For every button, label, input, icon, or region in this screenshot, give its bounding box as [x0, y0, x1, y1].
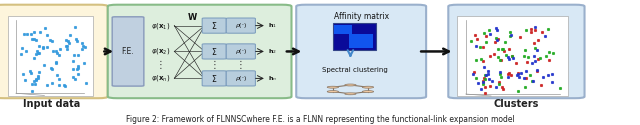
Text: Input data: Input data — [23, 99, 80, 109]
Text: ⋮: ⋮ — [209, 60, 219, 70]
Text: $\varphi(\mathbf{x}_2)$: $\varphi(\mathbf{x}_2)$ — [150, 46, 170, 56]
Circle shape — [327, 86, 339, 88]
FancyBboxPatch shape — [226, 18, 255, 33]
Text: $\rho(\cdot)$: $\rho(\cdot)$ — [235, 47, 247, 56]
FancyBboxPatch shape — [458, 16, 568, 96]
Circle shape — [345, 93, 356, 95]
FancyBboxPatch shape — [0, 5, 108, 98]
Circle shape — [345, 84, 356, 86]
Text: ⋮: ⋮ — [156, 60, 165, 70]
Text: $\mathbf{h}_n$: $\mathbf{h}_n$ — [268, 74, 277, 83]
Text: ⋮: ⋮ — [236, 60, 246, 70]
FancyBboxPatch shape — [349, 34, 373, 48]
Text: $\Sigma$: $\Sigma$ — [211, 46, 218, 57]
FancyBboxPatch shape — [202, 18, 226, 33]
Text: $\rho(\cdot)$: $\rho(\cdot)$ — [235, 74, 247, 83]
FancyBboxPatch shape — [8, 16, 93, 96]
FancyBboxPatch shape — [333, 23, 376, 50]
FancyBboxPatch shape — [334, 24, 352, 34]
Text: $\Sigma$: $\Sigma$ — [211, 73, 218, 84]
Text: $\varphi(\mathbf{x}_1)$: $\varphi(\mathbf{x}_1)$ — [150, 21, 170, 31]
Text: Affinity matrix: Affinity matrix — [333, 12, 388, 21]
Text: F.E.: F.E. — [122, 47, 134, 56]
Text: $\varphi(\mathbf{x}_n)$: $\varphi(\mathbf{x}_n)$ — [150, 73, 170, 83]
Circle shape — [362, 86, 374, 88]
Circle shape — [327, 91, 339, 93]
Text: $\rho(\cdot)$: $\rho(\cdot)$ — [235, 21, 247, 30]
FancyBboxPatch shape — [226, 44, 255, 59]
Circle shape — [362, 91, 374, 93]
Text: $\mathbf{h}_1$: $\mathbf{h}_1$ — [268, 21, 277, 30]
Text: Spectral clustering: Spectral clustering — [322, 67, 388, 73]
Text: $\Sigma$: $\Sigma$ — [211, 20, 218, 31]
Text: $\mathbf{h}_2$: $\mathbf{h}_2$ — [268, 47, 277, 56]
FancyBboxPatch shape — [226, 71, 255, 86]
Text: $\mathbf{W}$: $\mathbf{W}$ — [186, 11, 198, 22]
FancyBboxPatch shape — [202, 71, 226, 86]
Text: Figure 2: Framework of FLNNSCwhere F.E. is a FLNN representing the functional-li: Figure 2: Framework of FLNNSCwhere F.E. … — [125, 115, 515, 124]
FancyBboxPatch shape — [448, 5, 584, 98]
Text: Clusters: Clusters — [493, 99, 539, 109]
FancyBboxPatch shape — [296, 5, 426, 98]
FancyBboxPatch shape — [108, 5, 291, 98]
FancyBboxPatch shape — [202, 44, 226, 59]
FancyBboxPatch shape — [112, 17, 144, 86]
